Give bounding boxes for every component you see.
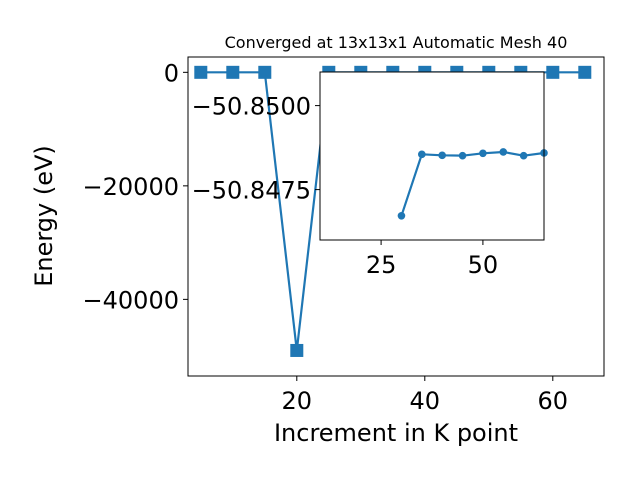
y-axis-label: Energy (eV) bbox=[30, 145, 58, 287]
main-data-point bbox=[194, 65, 208, 79]
inset-data-point bbox=[438, 151, 446, 160]
main-y-tick-label: −40000 bbox=[83, 286, 179, 314]
main-data-point bbox=[578, 65, 592, 79]
main-data-point bbox=[290, 343, 304, 357]
inset-data-point bbox=[499, 148, 508, 156]
inset-x-tick-label: 50 bbox=[468, 251, 499, 279]
main-x-tick-label: 40 bbox=[410, 387, 441, 415]
inset-background bbox=[320, 72, 544, 240]
main-frame bbox=[187, 56, 605, 377]
main-data-point bbox=[546, 65, 560, 79]
inset-data-point bbox=[519, 151, 528, 160]
inset-data-point bbox=[479, 149, 487, 158]
main-y-tick-label: −20000 bbox=[83, 173, 179, 201]
chart-title: Converged at 13x13x1 Automatic Mesh 40 bbox=[225, 33, 568, 52]
inset-frame bbox=[319, 71, 545, 241]
inset-data-point bbox=[397, 212, 406, 220]
main-y-tick-label: 0 bbox=[164, 59, 179, 87]
main-data-point bbox=[226, 65, 240, 79]
inset-plot: 25 50 −50.8500 −50.8475 bbox=[192, 71, 548, 279]
x-axis-label: Increment in K point bbox=[274, 419, 518, 447]
main-x-tick-label: 20 bbox=[282, 387, 313, 415]
inset-data-point bbox=[418, 150, 426, 159]
inset-y-tick-label: −50.8475 bbox=[192, 177, 311, 205]
main-x-tick-label: 60 bbox=[538, 387, 569, 415]
inset-x-tick-label: 25 bbox=[366, 251, 397, 279]
inset-data-point bbox=[458, 151, 467, 160]
inset-y-tick-label: −50.8500 bbox=[192, 93, 311, 121]
main-data-point bbox=[258, 65, 272, 79]
